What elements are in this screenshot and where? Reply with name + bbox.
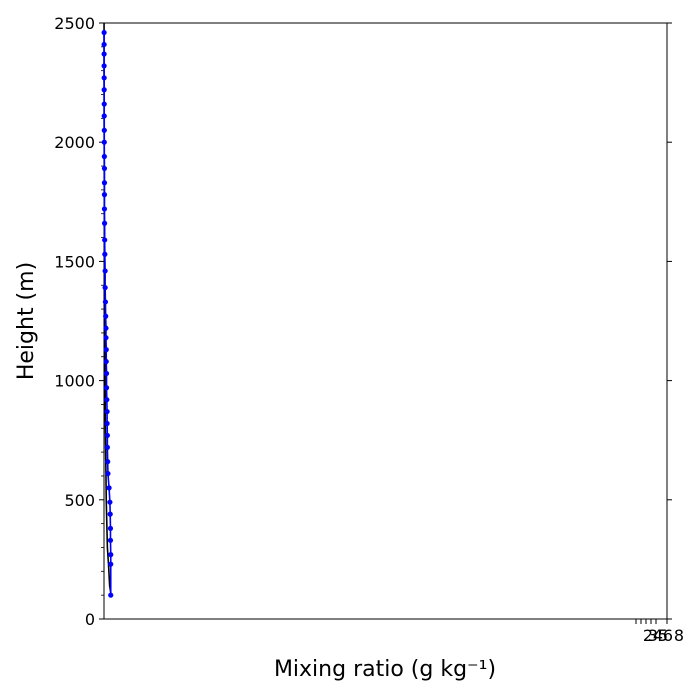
data-point-blue: [104, 408, 110, 415]
y-tick-label: 500: [64, 491, 95, 510]
data-point-blue: [102, 299, 109, 305]
data-point-blue: [103, 358, 109, 365]
data-point-blue: [101, 127, 107, 133]
data-point-blue: [104, 397, 110, 403]
data-point-blue: [102, 251, 108, 257]
y-tick-label: 1000: [54, 372, 95, 391]
data-point-blue: [103, 347, 109, 353]
x-tick-label: 4: [653, 626, 663, 645]
data-point-blue: [106, 485, 112, 491]
x-tick-label: 2: [643, 626, 653, 645]
data-point-blue: [101, 51, 107, 57]
data-point-blue: [101, 165, 108, 172]
x-axis-label: Mixing ratio (g kg⁻¹): [274, 657, 496, 682]
data-point-blue: [107, 525, 114, 532]
y-tick-label: 2500: [54, 14, 95, 33]
data-point-blue: [101, 101, 107, 107]
y-tick-label: 2000: [54, 133, 95, 152]
data-point-blue: [102, 285, 108, 291]
data-point-blue: [104, 420, 110, 427]
data-point-blue: [101, 153, 107, 160]
data-point-blue: [101, 220, 108, 226]
data-point-blue: [103, 313, 109, 319]
data-point-blue: [101, 75, 107, 81]
plot-area: [103, 22, 668, 620]
x-tick-label: 5: [658, 626, 668, 645]
data-point-blue: [101, 192, 108, 198]
data-point-blue: [101, 87, 107, 93]
data-point-blue: [101, 139, 107, 145]
y-tick-label: 0: [85, 610, 95, 629]
data-point-blue: [103, 385, 110, 391]
series-layer: [101, 23, 114, 598]
data-point-blue: [107, 511, 113, 517]
data-point-blue: [103, 370, 110, 377]
data-point-blue: [107, 537, 114, 543]
x-tick-label: 6: [663, 626, 673, 645]
data-point-blue: [101, 29, 107, 36]
data-point-blue: [105, 470, 111, 477]
x-tick-label: 3: [648, 626, 658, 645]
x-tick-label: 8: [674, 626, 684, 645]
data-point-blue: [104, 432, 110, 439]
data-point-blue: [104, 444, 110, 450]
y-axis-label: Height (m): [14, 262, 39, 380]
data-point-blue: [101, 206, 108, 212]
data-point-blue: [103, 335, 109, 341]
y-axis: 0 500 1000 1500 2000 2500: [54, 14, 672, 629]
data-point-blue: [101, 180, 108, 186]
data-point-blue: [101, 41, 107, 48]
data-point-blue: [103, 325, 109, 331]
data-point-blue: [108, 592, 114, 598]
data-point-blue: [105, 459, 111, 465]
y-tick-label: 1500: [54, 252, 95, 271]
data-point-blue: [107, 499, 113, 505]
data-point-blue: [102, 268, 108, 274]
data-point-blue: [101, 63, 107, 69]
data-point-blue: [108, 552, 114, 558]
data-point-blue: [101, 113, 107, 119]
data-point-blue: [102, 237, 108, 243]
data-point-blue: [108, 561, 114, 567]
